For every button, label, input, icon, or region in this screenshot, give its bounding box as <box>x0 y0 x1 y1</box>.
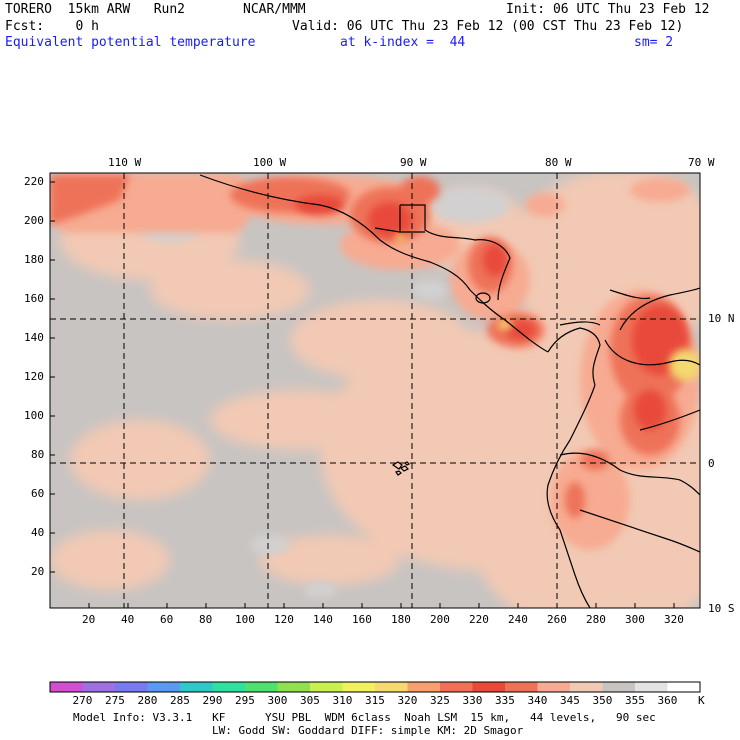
colorbar-swatch <box>147 682 181 692</box>
theta-e-field <box>50 173 700 608</box>
colorbar-label: 355 <box>625 694 645 707</box>
x-tick-label: 100 <box>235 613 255 626</box>
x-tick-label: 320 <box>664 613 684 626</box>
colorbar-swatch <box>180 682 213 692</box>
x-tick-label: 60 <box>160 613 174 626</box>
colorbar-swatch <box>602 682 636 692</box>
lon-label-90w: 90 W <box>400 156 427 169</box>
x-tick-label: 240 <box>508 613 528 626</box>
colorbar-label: 270 <box>72 694 93 707</box>
colorbar-swatch <box>375 682 408 692</box>
lat-label-10n: 10 N <box>708 312 735 325</box>
x-tick-label: 180 <box>391 613 411 626</box>
coastlines <box>199 174 700 608</box>
model-title: TORERO 15km ARW Run2 <box>5 2 186 17</box>
colorbar <box>50 682 701 692</box>
lat-label-0: 0 <box>708 457 715 470</box>
colorbar-swatch <box>82 682 116 692</box>
colorbar-swatch <box>115 682 148 692</box>
y-tick-label: 180 <box>24 253 44 266</box>
field-name: Equivalent potential temperature <box>5 35 256 50</box>
x-tick-label: 280 <box>586 613 606 626</box>
forecast-hour: Fcst: 0 h <box>5 19 99 34</box>
colorbar-label: 325 <box>430 694 450 707</box>
physics-info-line: LW: Godd SW: Goddard DIFF: simple KM: 2D… <box>212 724 524 737</box>
colorbar-label: 315 <box>365 694 385 707</box>
colorbar-label: 320 <box>397 694 418 707</box>
lon-label-70w: 70 W <box>688 156 715 169</box>
colorbar-swatch <box>342 682 376 692</box>
colorbar-swatch <box>505 682 538 692</box>
level-info: at k-index = 44 <box>340 35 466 50</box>
colorbar-swatch <box>472 682 506 692</box>
y-tick-label: 40 <box>31 526 45 539</box>
colorbar-label: 350 <box>592 694 613 707</box>
colorbar-swatch <box>537 682 571 692</box>
colorbar-swatch <box>407 682 441 692</box>
y-tick-label: 20 <box>31 565 45 578</box>
y-tick-label: 100 <box>24 409 44 422</box>
colorbar-swatch <box>277 682 311 692</box>
y-tick-label: 220 <box>24 175 44 188</box>
colorbar-swatch <box>667 682 701 692</box>
axis-ticks <box>50 181 675 608</box>
colorbar-label: 360 <box>657 694 678 707</box>
colorbar-label: 335 <box>495 694 515 707</box>
colorbar-label: 275 <box>105 694 125 707</box>
valid-time: Valid: 06 UTC Thu 23 Feb 12 (00 CST Thu … <box>292 19 684 34</box>
x-tick-label: 140 <box>313 613 333 626</box>
y-tick-label: 140 <box>24 331 44 344</box>
colorbar-swatch <box>212 682 246 692</box>
lat-label-10s: 10 S <box>708 602 735 615</box>
colorbar-swatch <box>440 682 473 692</box>
colorbar-label: 285 <box>170 694 190 707</box>
x-tick-label: 40 <box>121 613 135 626</box>
y-tick-label: 120 <box>24 370 44 383</box>
x-tick-label: 300 <box>625 613 645 626</box>
lon-label-80w: 80 W <box>545 156 572 169</box>
smoothing-info: sm= 2 <box>634 35 674 50</box>
map-frame <box>49 172 701 609</box>
hot-patches <box>295 195 688 430</box>
x-tick-label: 160 <box>352 613 372 626</box>
x-tick-label: 200 <box>430 613 450 626</box>
y-tick-label: 200 <box>24 214 44 227</box>
colorbar-frame <box>49 681 701 693</box>
colorbar-label: 305 <box>300 694 320 707</box>
colorbar-swatch <box>245 682 278 692</box>
colorbar-swatch <box>310 682 343 692</box>
y-tick-label: 160 <box>24 292 44 305</box>
colorbar-label: 340 <box>527 694 548 707</box>
colorbar-label: 330 <box>462 694 483 707</box>
colorbar-swatch <box>50 682 83 692</box>
colorbar-swatch <box>570 682 603 692</box>
colorbar-label: 345 <box>560 694 580 707</box>
x-tick-label: 80 <box>199 613 213 626</box>
colorbar-label: 300 <box>267 694 288 707</box>
colorbar-unit: K <box>698 694 705 707</box>
colorbar-label: 295 <box>235 694 255 707</box>
lon-label-100w: 100 W <box>253 156 287 169</box>
init-time: Init: 06 UTC Thu 23 Feb 12 <box>506 2 710 17</box>
x-tick-label: 20 <box>82 613 96 626</box>
colorbar-swatch <box>635 682 668 692</box>
y-tick-label: 80 <box>31 448 45 461</box>
lat-lon-grid <box>50 173 700 608</box>
organization-label: NCAR/MMM <box>243 2 306 17</box>
y-tick-label: 60 <box>31 487 45 500</box>
colorbar-label: 280 <box>137 694 158 707</box>
model-info-line: Model Info: V3.3.1 KF YSU PBL WDM 6class… <box>73 711 656 724</box>
gray-patches <box>140 187 510 598</box>
colorbar-label: 290 <box>202 694 223 707</box>
lon-label-110w: 110 W <box>108 156 142 169</box>
x-tick-label: 260 <box>547 613 567 626</box>
x-tick-label: 220 <box>469 613 489 626</box>
x-tick-label: 120 <box>274 613 294 626</box>
colorbar-label: 310 <box>332 694 353 707</box>
